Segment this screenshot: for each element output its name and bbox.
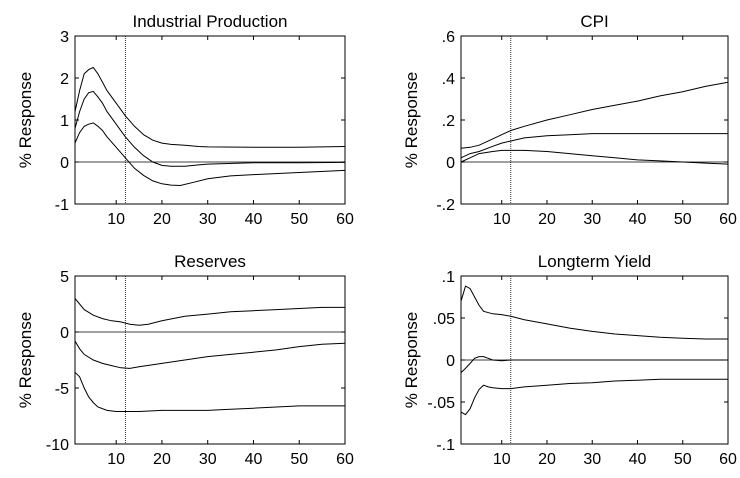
upper-band-line [74, 66, 346, 148]
plot-area [460, 35, 729, 205]
y-tick-label: -.1 [436, 437, 455, 454]
plot-area [74, 275, 346, 445]
y-axis-label: % Response [16, 312, 35, 408]
x-tick-label: 10 [107, 451, 125, 468]
panel-1: Industrial Production % Response -1 0 1 2 3 10 2… [16, 12, 354, 228]
y-axis-label: % Response [402, 72, 421, 168]
y-tick-label: .05 [433, 311, 455, 328]
upper-band-line [460, 81, 729, 149]
y-axis-label: % Response [402, 312, 421, 408]
y-tick-label: -10 [46, 437, 69, 454]
y-tick-label: 5 [60, 269, 69, 286]
y-tick-label: .6 [442, 29, 455, 46]
y-tick-label: -5 [55, 381, 69, 398]
panel-title: Industrial Production [133, 12, 288, 31]
y-tick-label: -1 [55, 197, 69, 214]
x-tick-label: 40 [629, 211, 647, 228]
x-tick-label: 30 [583, 211, 601, 228]
x-tick-label: 40 [245, 451, 263, 468]
x-tick-label: 50 [290, 211, 308, 228]
x-tick-label: 50 [674, 451, 692, 468]
y-tick-label: -.05 [427, 395, 455, 412]
panel-2: CPI % Response -.2 0 .2 .4 .6 10 20 30 40 50 60 [402, 12, 737, 228]
panel-title: Longterm Yield [538, 252, 651, 271]
lower-band-line [460, 378, 728, 416]
x-tick-label: 60 [719, 211, 737, 228]
y-tick-label: 0 [60, 155, 69, 172]
panel-4: Longterm Yield % Response -.1 -.05 0 .05 .1 10 2… [402, 252, 737, 468]
x-tick-label: 60 [336, 451, 354, 468]
x-tick-label: 20 [538, 211, 556, 228]
x-tick-label: 50 [290, 451, 308, 468]
response-line [74, 90, 346, 167]
upper-band-line [460, 285, 728, 340]
x-tick-label: 40 [245, 211, 263, 228]
y-tick-label: 1 [60, 113, 69, 130]
x-tick-label: 30 [199, 211, 217, 228]
y-tick-label: 0 [446, 353, 455, 370]
panel-3: Reserves % Response -10 -5 0 5 10 20 30 40 50 60 [16, 252, 354, 468]
x-tick-label: 10 [493, 211, 511, 228]
plot-area [74, 35, 346, 205]
response-line [74, 340, 346, 369]
y-tick-label: 3 [60, 29, 69, 46]
y-tick-label: .1 [442, 269, 455, 286]
y-tick-label: 2 [60, 71, 69, 88]
panel-title: CPI [580, 12, 608, 31]
x-tick-label: 20 [153, 211, 171, 228]
panel-title: Reserves [174, 252, 246, 271]
x-tick-label: 20 [153, 451, 171, 468]
x-tick-label: 10 [107, 211, 125, 228]
y-tick-label: -.2 [436, 197, 455, 214]
y-tick-label: 0 [60, 325, 69, 342]
response-line [460, 356, 728, 373]
y-tick-label: .2 [442, 113, 455, 130]
x-tick-label: 50 [674, 211, 692, 228]
x-tick-label: 30 [199, 451, 217, 468]
x-tick-label: 40 [629, 451, 647, 468]
x-tick-label: 10 [493, 451, 511, 468]
upper-band-line [74, 298, 345, 326]
x-tick-label: 60 [719, 451, 737, 468]
response-line [460, 133, 728, 159]
lower-band-line [460, 149, 729, 165]
x-tick-label: 30 [583, 451, 601, 468]
x-tick-label: 20 [538, 451, 556, 468]
y-tick-label: 0 [446, 155, 455, 172]
y-tick-label: .4 [442, 71, 455, 88]
lower-band-line [74, 122, 346, 187]
x-tick-label: 60 [336, 211, 354, 228]
lower-band-line [74, 371, 345, 412]
y-axis-label: % Response [16, 72, 35, 168]
